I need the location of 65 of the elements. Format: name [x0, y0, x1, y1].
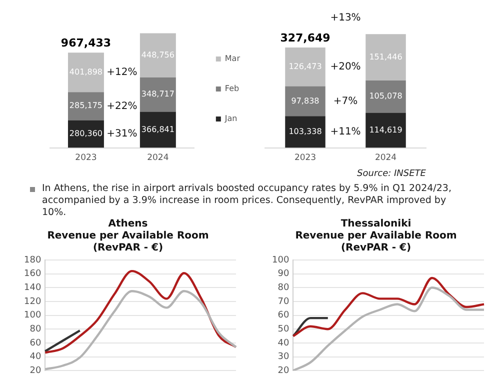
y-tick-label: 30 [278, 352, 290, 362]
line-series [44, 290, 238, 370]
line-series [44, 270, 238, 354]
chart-title: Thessaloniki Revenue per Available Room (RevPAR - €) [295, 218, 457, 254]
bar [366, 34, 406, 81]
bar [366, 112, 406, 148]
text: +13% [330, 12, 361, 24]
source-note: Source: INSETE [357, 168, 426, 180]
bar [366, 80, 406, 113]
bar [285, 116, 326, 148]
line-series [292, 276, 486, 338]
data-label: 280,360 [69, 129, 103, 138]
y-tick-label: 20 [30, 366, 42, 376]
bar [68, 52, 104, 92]
y-tick-label: 40 [278, 338, 290, 348]
annotation: +11% [330, 126, 361, 138]
y-tick-label: 50 [278, 324, 290, 334]
total-label: 327,649 [280, 31, 330, 44]
y-tick-label: 70 [278, 296, 290, 307]
data-label: 114,619 [369, 125, 402, 134]
annotation: +12% [106, 66, 138, 78]
text: In Athens, the rise in airport arrivals boosted occupancy rates by 5.9% in Q1 2024/23, accompanied by a 3.9% increase in room prices. Consequently, RevPAR improved by 10%. [42, 183, 452, 218]
data-label: 366,841 [141, 124, 174, 134]
annotation: +20% [330, 61, 361, 72]
y-tick-label: 60 [30, 338, 42, 348]
y-tick-label: 140 [24, 282, 42, 293]
y-tick-label: 80 [30, 324, 42, 334]
total-label: 967,433 [60, 36, 112, 50]
data-label: 103,338 [288, 127, 322, 136]
annotation: +7% [333, 96, 358, 107]
line-series [292, 286, 486, 371]
data-label: 285,175 [69, 101, 103, 110]
x-tick-label: 2024 [374, 153, 397, 164]
legend-label: Mar [224, 54, 241, 64]
x-tick-label: 2023 [75, 153, 97, 164]
y-tick-label: 120 [24, 296, 42, 307]
x-tick-label: 2023 [294, 153, 316, 164]
y-tick-label: 160 [24, 269, 42, 280]
y-tick-label: 100 [24, 310, 42, 321]
y-tick-label: 40 [30, 352, 42, 362]
data-label: 126,473 [288, 62, 322, 71]
data-label: 97,838 [291, 96, 320, 106]
bar [140, 112, 176, 148]
y-tick-label: 20 [278, 366, 290, 376]
bar [285, 86, 326, 116]
y-tick-label: 100 [272, 255, 290, 266]
y-tick-label: 90 [278, 269, 290, 280]
data-label: 105,078 [369, 92, 402, 101]
data-label: 401,898 [69, 67, 103, 76]
y-tick-label: 80 [278, 282, 290, 293]
chart-title: Athens Revenue per Available Room (RevPAR - €) [47, 218, 209, 254]
y-tick-label: 60 [278, 310, 290, 321]
y-tick-label: 180 [24, 255, 42, 266]
bar [68, 92, 104, 120]
data-label: 151,446 [369, 52, 402, 62]
annotation: +31% [106, 128, 138, 140]
bar [140, 33, 176, 78]
legend-label: Feb [224, 84, 240, 94]
bar [140, 77, 176, 112]
data-label: 448,756 [141, 50, 174, 60]
legend-label: Jan [224, 114, 238, 124]
bar [285, 47, 326, 86]
x-tick-label: 2024 [147, 153, 169, 164]
data-label: 348,717 [141, 90, 174, 99]
annotation: +22% [106, 100, 138, 112]
